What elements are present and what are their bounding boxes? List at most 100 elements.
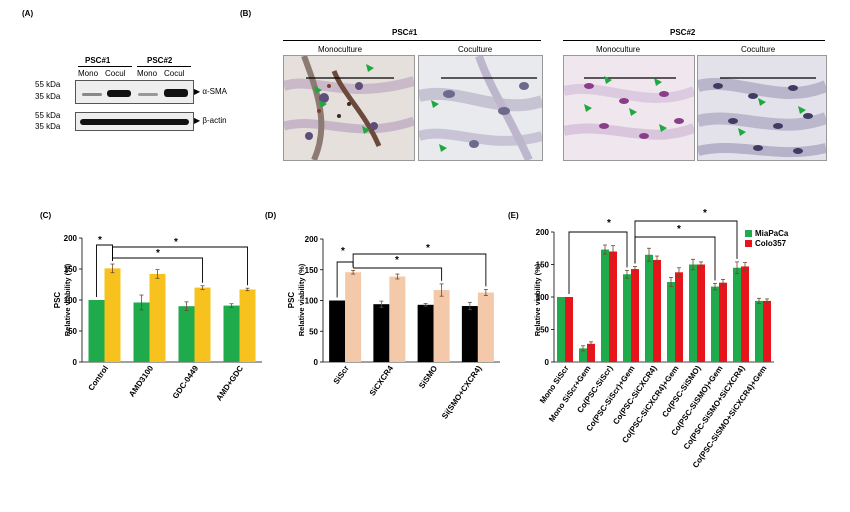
blot-arrow-alpha-sma: ▶ α-SMA (194, 87, 227, 96)
band-alpha-sma-2 (107, 90, 131, 97)
chart-c-y-tick-label-0: 0 (73, 358, 78, 367)
chart-e-significance-star-1: * (703, 208, 707, 219)
chart-e-bar-s0-c0 (557, 297, 565, 362)
micro-group-1-line (283, 40, 541, 41)
micro-caption-4: Coculture (741, 45, 776, 54)
band-alpha-sma-3 (138, 93, 158, 96)
chart-d-bar-s0-c3 (461, 306, 478, 362)
chart-c-bar-s0-c2 (178, 306, 195, 362)
chart-d-y-tick-label-3: 150 (305, 266, 319, 275)
chart-e-y-tick-label-1: 50 (540, 326, 549, 335)
chart-d-bar-s0-c0 (329, 300, 346, 362)
micrograph-psc2-monoculture-art (564, 76, 694, 140)
chart-e-bar-s0-c9 (755, 300, 763, 362)
micro-caption-3: Monoculture (596, 45, 641, 54)
chart-c-bar-s1-c1 (149, 273, 166, 362)
chart-d-bar-s1-c0 (345, 272, 362, 362)
chart-c-y-tick-label-2: 100 (64, 296, 78, 305)
chart-c-y-tick-label-4: 200 (64, 234, 78, 243)
band-beta-actin (80, 119, 189, 125)
band-alpha-sma-4 (164, 89, 188, 97)
panel-c-label: (C) (40, 211, 51, 220)
chart-c-y-tick-label-3: 150 (64, 265, 78, 274)
micro-caption-1: Monoculture (318, 45, 363, 54)
blot-beta-actin (75, 112, 194, 131)
chart-e-y-tick-label-2: 100 (536, 293, 550, 302)
micro-group-2: PSC#2 (670, 28, 696, 37)
panel-a-label: (A) (22, 9, 34, 18)
micrograph-psc2-coculture (697, 55, 827, 161)
micrograph-psc2-coculture-art (698, 77, 826, 158)
chart-e-significance-bracket-2 (634, 236, 716, 281)
chart-e-bar-s1-c1 (587, 343, 595, 362)
blot-lane-2: Cocul (105, 69, 126, 78)
chart-e-significance-star-0: * (607, 218, 611, 229)
chart-c-bar-s1-c0 (104, 268, 121, 362)
chart-c-bar-s1-c3 (239, 289, 256, 362)
chart-e-significance-star-2: * (677, 224, 681, 235)
chart-e-bar-s0-c1 (579, 348, 587, 362)
chart-d-y-tick-label-1: 50 (309, 327, 318, 336)
chart-e-bar-s0-c6 (689, 264, 697, 362)
chart-c-significance-star-1: * (156, 248, 160, 259)
chart-e-bar-s1-c8 (741, 266, 749, 362)
chart-c-bar-s0-c3 (223, 305, 240, 362)
chart-c-bar-s1-c2 (194, 287, 211, 362)
chart-e-bar-s0-c4 (645, 254, 653, 362)
chart-e-bar-s0-c5 (667, 282, 675, 362)
chart-d-bar-s1-c2 (433, 290, 450, 362)
chart-d-significance-bracket-1 (353, 267, 443, 281)
marker-35-top: 35 kDa (35, 92, 61, 101)
chart-e-legend-label-1: Colo357 (755, 239, 787, 248)
chart-d-bar-s0-c1 (373, 304, 390, 362)
chart-c-significance-star-2: * (174, 237, 178, 248)
chart-d-y-tick-label-0: 0 (314, 358, 319, 367)
blot-lane-1: Mono (78, 69, 99, 78)
chart-e-bar-s0-c8 (733, 267, 741, 362)
chart-e-y-tick-label-4: 200 (536, 228, 550, 237)
marker-35-bottom: 35 kDa (35, 122, 61, 131)
micro-caption-2: Coculture (458, 45, 493, 54)
chart-e-legend-swatch-0 (745, 230, 752, 237)
chart-e-y-axis-label: Relative viability (%) (533, 263, 542, 336)
chart-d-bar-s1-c3 (477, 292, 494, 362)
micrograph-psc1-monoculture (283, 55, 415, 161)
panel-d-label: (D) (265, 211, 276, 220)
chart-d-significance-star-0: * (341, 246, 345, 257)
band-alpha-sma-1 (82, 93, 102, 96)
micrograph-psc1-coculture (418, 55, 543, 161)
chart-c-y-tick-label-1: 50 (68, 327, 77, 336)
chart-e-bar-s1-c6 (697, 264, 705, 362)
chart-e-significance-bracket-0 (568, 231, 628, 294)
blot-group-1: PSC#1 (85, 56, 111, 65)
chart-e-bar-s1-c2 (609, 251, 617, 362)
micrograph-psc1-monoculture-art (284, 56, 414, 160)
chart-d-significance-star-2: * (426, 243, 430, 254)
chart-d-y-tick-label-4: 200 (305, 235, 319, 244)
chart-e-bar-s1-c7 (719, 282, 727, 362)
chart-c-significance-star-0: * (98, 235, 102, 246)
micrograph-psc2-monoculture (563, 55, 695, 161)
chart-c-bar-s0-c0 (88, 300, 105, 362)
chart-e-legend-label-0: MiaPaCa (755, 229, 789, 238)
chart-d-significance-bracket-2 (352, 253, 487, 287)
micro-group-2-line (563, 40, 825, 41)
micrograph-psc1-coculture-art (419, 56, 542, 160)
blot-label-beta-actin: β-actin (202, 116, 227, 125)
chart-e-bar-s0-c7 (711, 286, 719, 362)
marker-55-top: 55 kDa (35, 80, 61, 89)
chart-c-y-axis-label: Relative viability (%) (63, 263, 72, 336)
chart-e-y-tick-label-3: 150 (536, 261, 550, 270)
chart-e-bar-s1-c0 (565, 297, 573, 362)
blot-lane-3: Mono (137, 69, 158, 78)
chart-d-y-axis-label: Relative viability (%) (297, 263, 306, 336)
chart-e-legend-swatch-1 (745, 240, 752, 247)
chart-e-bar-s1-c9 (763, 300, 771, 362)
chart-d-significance-star-1: * (395, 255, 399, 266)
marker-55-bottom: 55 kDa (35, 111, 61, 120)
panel-e-label: (E) (508, 211, 519, 220)
chart-e-bar-s0-c3 (623, 274, 631, 362)
